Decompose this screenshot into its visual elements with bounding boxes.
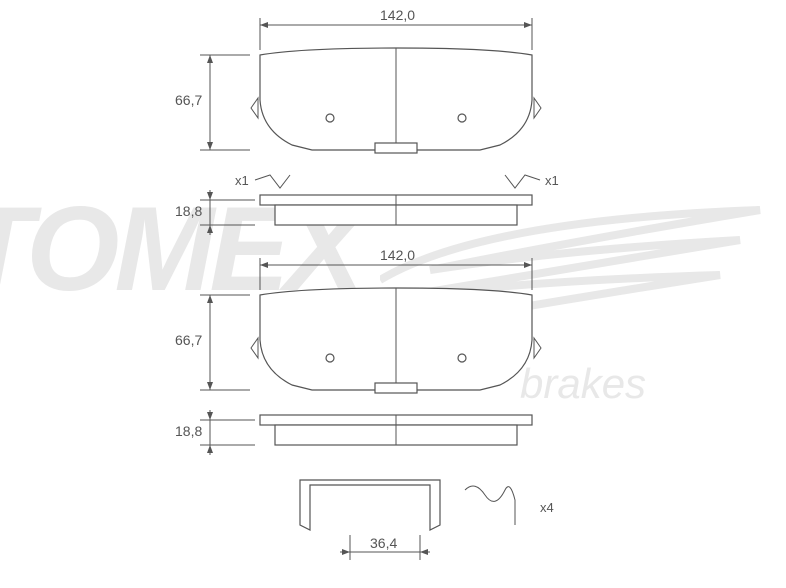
technical-diagram: 142,0 66,7 x1 x1 18,8 142,0 66,7 <box>0 0 786 583</box>
pad1-width-label: 142,0 <box>380 7 415 23</box>
pad2-height-label: 66,7 <box>175 332 202 348</box>
hardware-clip <box>300 480 440 530</box>
spring-clip <box>465 486 515 525</box>
pad1-clip-right-qty: x1 <box>545 173 559 188</box>
pad2-width-label: 142,0 <box>380 247 415 263</box>
pad1-thick-label: 18,8 <box>175 203 202 219</box>
pad1-height-label: 66,7 <box>175 92 202 108</box>
hardware-qty: x4 <box>540 500 554 515</box>
hardware-width-label: 36,4 <box>370 535 397 551</box>
pad1-clip-left-qty: x1 <box>235 173 249 188</box>
pad2-thick-label: 18,8 <box>175 423 202 439</box>
